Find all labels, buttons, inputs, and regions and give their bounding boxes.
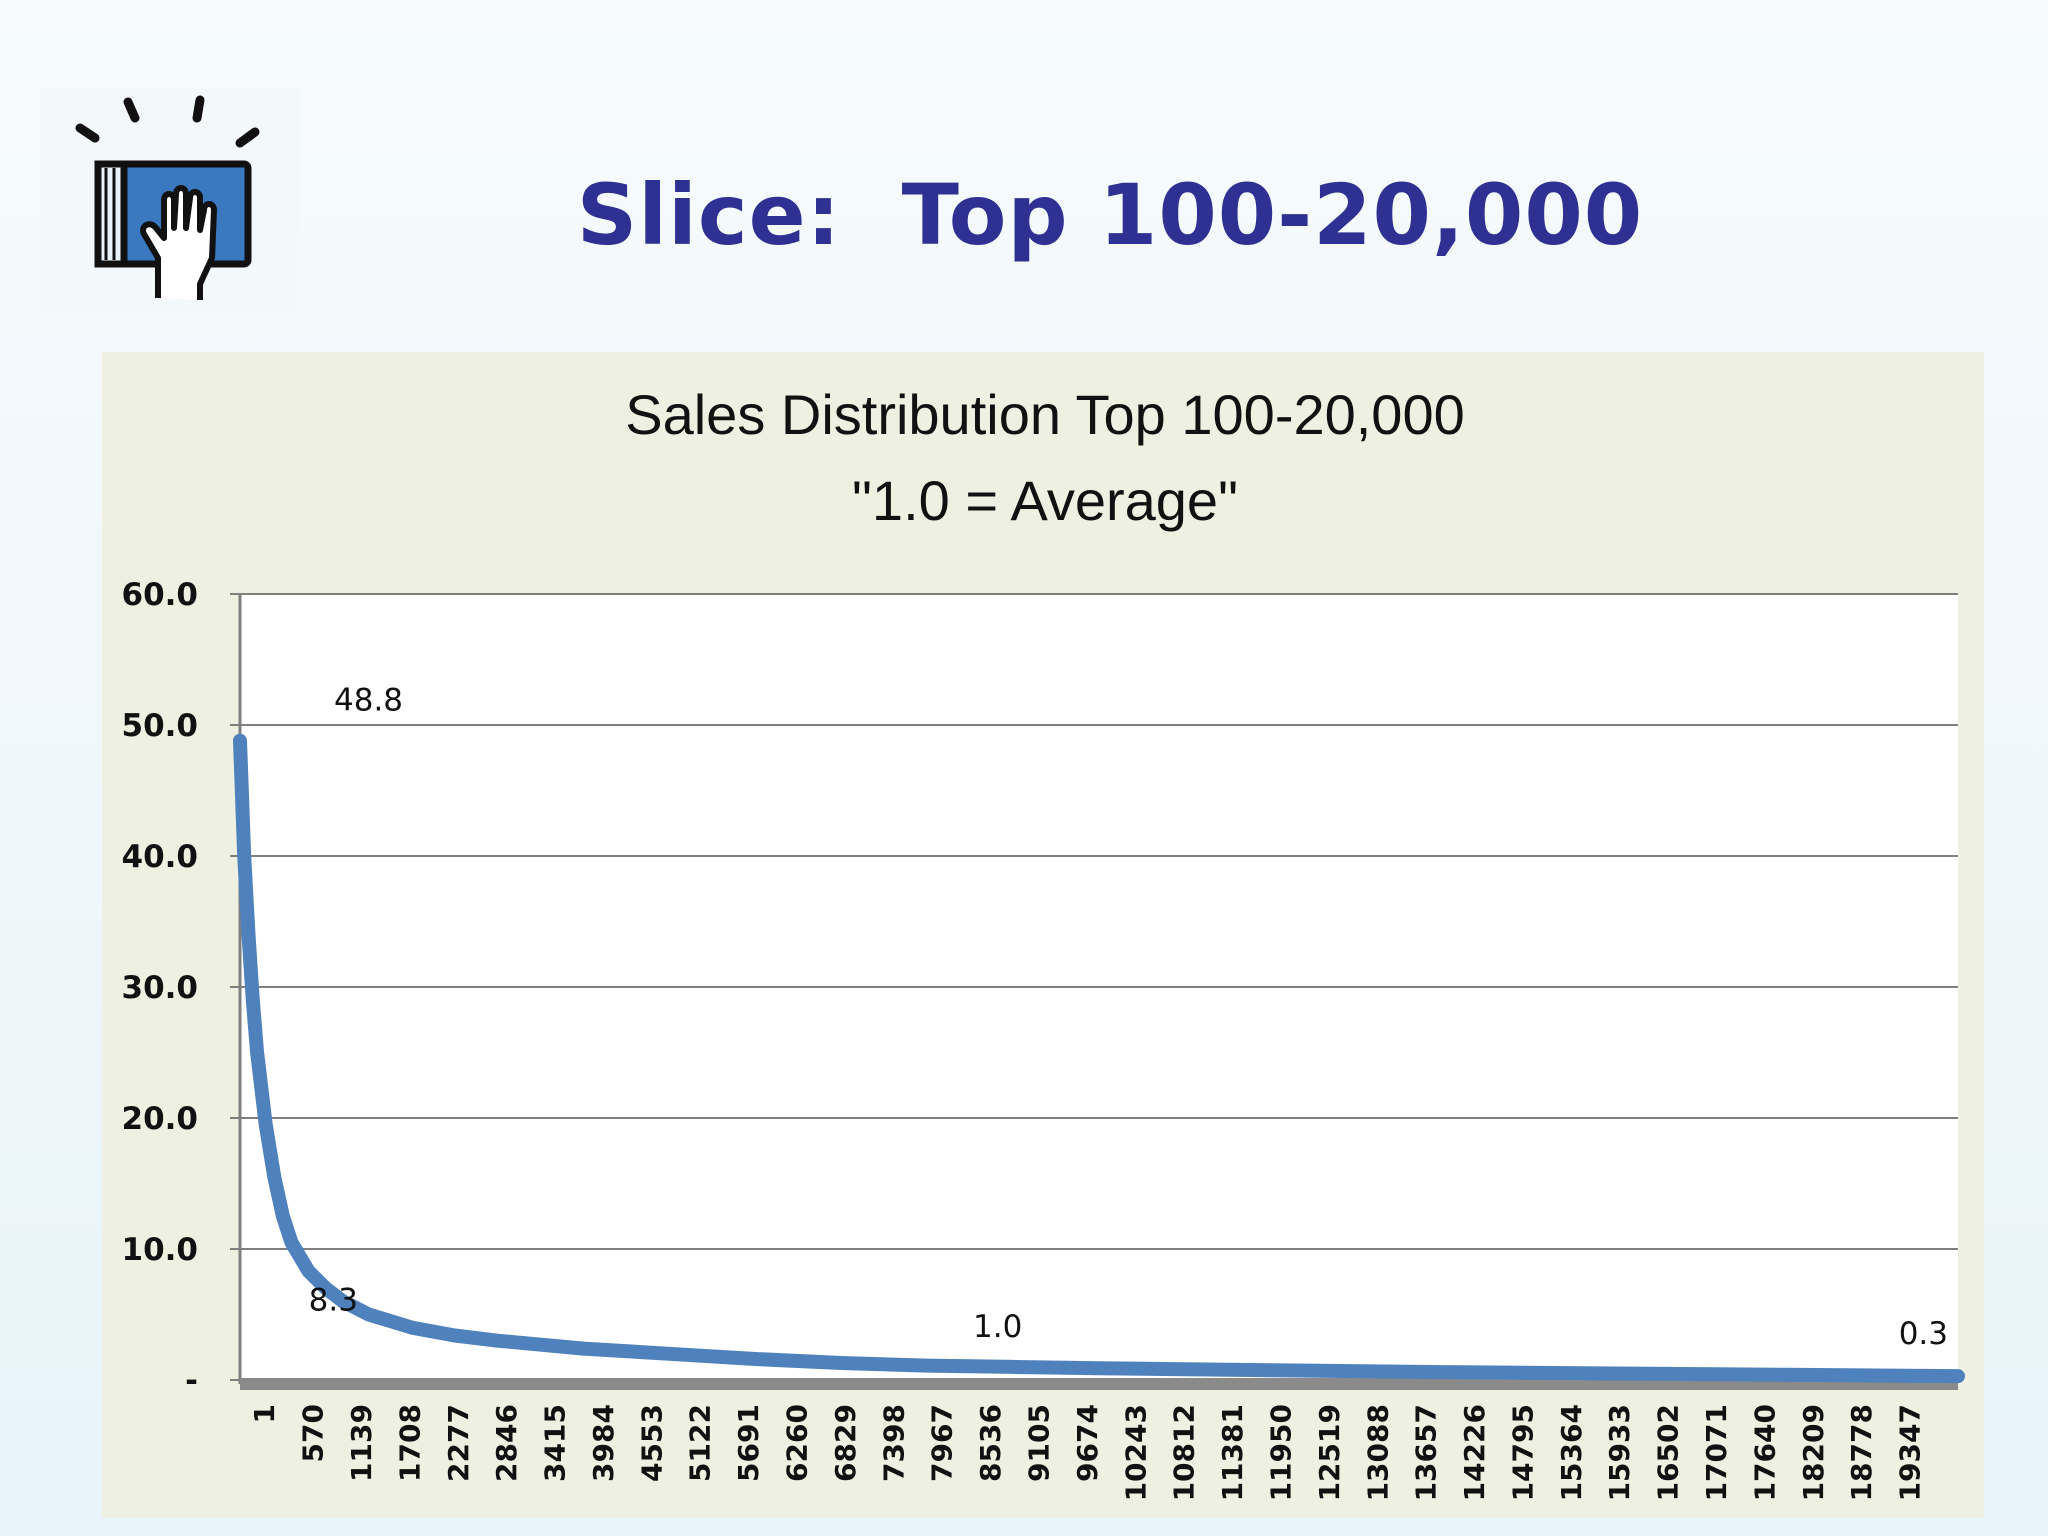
x-tick-label: 11381 (1216, 1404, 1249, 1501)
x-tick-label: 6260 (781, 1404, 814, 1482)
x-tick-label: 15364 (1555, 1404, 1588, 1501)
x-tick-label: 2277 (442, 1404, 475, 1482)
x-tick-label: 17640 (1748, 1404, 1781, 1501)
x-tick-label: 9105 (1023, 1404, 1056, 1482)
x-tick-label: 19347 (1894, 1404, 1927, 1501)
x-axis-ticks: 1 570 1139 1708 2277 2846 3415 3984 4553 5122 5691… (248, 1404, 1926, 1501)
logo (40, 88, 300, 312)
x-tick-label: 7398 (877, 1404, 910, 1482)
axes (230, 593, 1958, 1390)
series-layer (233, 733, 1965, 1384)
x-tick-label: 13657 (1410, 1404, 1443, 1501)
x-tick-label: 13088 (1361, 1404, 1394, 1501)
x-tick-label: 5691 (732, 1404, 765, 1482)
x-tick-label: 1 (248, 1404, 281, 1423)
y-tick-label: 20.0 (122, 1101, 199, 1137)
x-tick-label: 7967 (926, 1404, 959, 1482)
y-tick-label: 60.0 (122, 577, 199, 613)
gridlines (240, 593, 1958, 1250)
x-tick-label: 3415 (539, 1404, 572, 1482)
x-tick-label: 12519 (1313, 1404, 1346, 1501)
x-tick-label: 17071 (1700, 1404, 1733, 1501)
data-label: 1.0 (973, 1309, 1022, 1345)
slide-title: Slice: Top 100-20,000 (576, 166, 1644, 264)
x-tick-label: 4553 (635, 1404, 668, 1482)
x-tick-label: 14226 (1458, 1404, 1491, 1501)
x-tick-label: 2846 (490, 1404, 523, 1482)
x-tick-label: 570 (297, 1404, 330, 1462)
data-label: 8.3 (309, 1282, 358, 1318)
x-tick-label: 11950 (1264, 1404, 1297, 1501)
x-tick-label: 10812 (1168, 1404, 1201, 1501)
x-tick-label: 6829 (829, 1404, 862, 1482)
hand-on-book-icon (75, 95, 260, 300)
x-tick-label: 10243 (1119, 1404, 1152, 1501)
data-label: 48.8 (334, 683, 403, 719)
y-axis-ticks: - 10.0 20.0 30.0 40.0 50.0 60.0 (122, 577, 199, 1399)
x-tick-label: 18778 (1845, 1404, 1878, 1501)
chart-title: Sales Distribution Top 100-20,000 (625, 383, 1465, 446)
y-tick-label: 40.0 (122, 839, 199, 875)
x-axis-line (240, 1378, 1958, 1390)
x-tick-label: 5122 (684, 1404, 717, 1482)
x-tick-label: 16502 (1652, 1404, 1685, 1501)
y-tick-label: 50.0 (122, 708, 199, 744)
x-tick-label: 1708 (393, 1404, 426, 1482)
y-tick-label: 10.0 (122, 1232, 199, 1268)
chart-subtitle: "1.0 = Average" (852, 469, 1238, 532)
x-tick-label: 18209 (1797, 1404, 1830, 1501)
x-tick-label: 8536 (974, 1404, 1007, 1482)
x-tick-label: 1139 (345, 1404, 378, 1482)
x-tick-label: 15933 (1603, 1404, 1636, 1501)
y-tick-label: - (185, 1363, 198, 1399)
x-tick-label: 9674 (1071, 1404, 1104, 1482)
y-tick-label: 30.0 (122, 970, 199, 1006)
data-label: 0.3 (1899, 1316, 1948, 1352)
series-line (233, 733, 1965, 1384)
data-labels: 48.8 8.3 1.0 0.3 (309, 683, 1948, 1352)
x-tick-label: 14795 (1506, 1404, 1539, 1501)
x-tick-label: 3984 (587, 1404, 620, 1482)
